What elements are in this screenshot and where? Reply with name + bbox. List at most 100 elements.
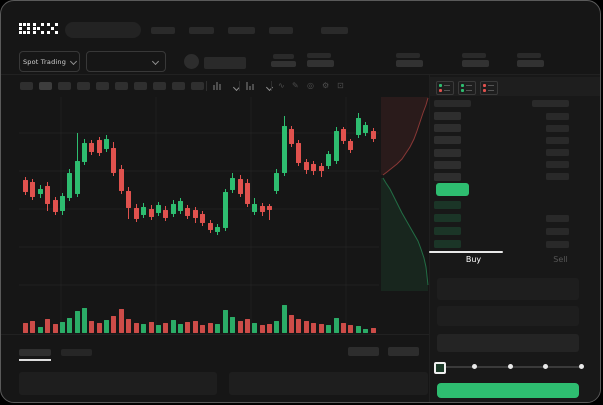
header-divider	[1, 74, 600, 75]
ask-row[interactable]	[434, 160, 569, 169]
market-type-dropdown[interactable]: Spot Trading	[19, 51, 80, 72]
nav-item-placeholder[interactable]	[189, 27, 214, 34]
pair-name-placeholder[interactable]	[204, 57, 246, 69]
nav-item-placeholder[interactable]	[151, 27, 175, 34]
stat-label-placeholder	[307, 53, 331, 58]
ask-amount-placeholder	[546, 173, 569, 181]
logo-letter	[33, 23, 44, 34]
ask-price-placeholder	[434, 160, 461, 169]
slider-mark[interactable]	[507, 364, 513, 369]
ask-amount-placeholder	[546, 149, 569, 157]
asks-list[interactable]	[434, 112, 569, 181]
timeframe-button[interactable]	[77, 82, 90, 90]
search-input[interactable]	[65, 22, 141, 38]
stat-value-placeholder	[517, 60, 544, 67]
ask-price-placeholder	[434, 172, 461, 181]
draw-tool-icon[interactable]: ✎	[292, 81, 299, 90]
stat-label-placeholder	[517, 53, 541, 58]
slider-mark[interactable]	[578, 364, 584, 369]
okx-logo	[19, 23, 58, 34]
tab-open-orders[interactable]	[19, 349, 51, 356]
toolbar-divider	[206, 81, 207, 91]
timeframe-button[interactable]	[20, 82, 33, 90]
ask-price-placeholder	[434, 136, 461, 145]
panel-divider	[429, 75, 430, 402]
ask-price-placeholder	[434, 148, 461, 157]
bid-row[interactable]	[434, 227, 569, 235]
slider-mark[interactable]	[543, 364, 548, 369]
stat-value-placeholder	[307, 60, 334, 67]
ask-amount-placeholder	[546, 136, 569, 144]
timeframe-button[interactable]	[115, 82, 128, 90]
candlestick-chart[interactable]	[1, 96, 381, 338]
timeframe-button[interactable]	[191, 82, 204, 90]
stat-label-placeholder	[462, 53, 486, 58]
price-input[interactable]	[437, 278, 579, 300]
tab-sell[interactable]: Sell	[553, 255, 568, 264]
nav-item-placeholder[interactable]	[269, 27, 293, 34]
bid-row[interactable]	[434, 240, 569, 248]
line-tool-icon[interactable]: ∿	[278, 81, 285, 90]
indicators-icon[interactable]	[246, 82, 254, 90]
ask-price-placeholder	[434, 124, 461, 133]
tab-buy[interactable]: Buy	[465, 255, 482, 264]
buy-submit-button[interactable]	[437, 383, 579, 398]
bid-price-placeholder	[434, 227, 461, 235]
ob-col-header-price	[434, 100, 471, 107]
nav-item-placeholder[interactable]	[228, 27, 255, 34]
ask-row[interactable]	[434, 148, 569, 157]
bid-amount-placeholder	[546, 214, 569, 222]
bid-price-placeholder	[434, 214, 461, 222]
orders-table-right	[229, 372, 428, 395]
orders-filter-button[interactable]	[348, 347, 379, 356]
ask-price-placeholder	[434, 112, 461, 120]
slider-mark[interactable]	[472, 364, 477, 369]
last-price-badge[interactable]	[436, 183, 469, 196]
logo-letter	[47, 23, 58, 34]
market-type-label: Spot Trading	[22, 57, 67, 66]
orders-table-left	[19, 372, 217, 395]
chevron-down-icon	[70, 57, 78, 65]
timeframe-button[interactable]	[134, 82, 147, 90]
ask-row[interactable]	[434, 136, 569, 145]
book-asks-icon[interactable]	[480, 81, 498, 95]
slider-handle[interactable]	[434, 362, 446, 374]
stat-value-placeholder	[462, 60, 489, 67]
book-combined-icon[interactable]	[436, 81, 454, 95]
bid-row[interactable]	[434, 201, 569, 209]
ask-row[interactable]	[434, 124, 569, 133]
chevron-down-icon	[151, 57, 160, 65]
price-change-value-placeholder	[271, 61, 296, 67]
timeframe-button[interactable]	[96, 82, 109, 90]
camera-icon[interactable]: ◎	[307, 81, 314, 90]
top-nav	[151, 27, 348, 34]
depth-chart[interactable]	[381, 96, 429, 292]
fullscreen-icon[interactable]: ⊡	[337, 81, 344, 90]
timeframe-button[interactable]	[172, 82, 185, 90]
chart-bottom-divider	[1, 334, 429, 335]
book-bids-icon[interactable]	[458, 81, 476, 95]
orders-cancel-all-button[interactable]	[388, 347, 419, 356]
ask-row[interactable]	[434, 112, 569, 120]
candle-style-icon[interactable]	[213, 82, 221, 90]
total-display	[437, 334, 579, 352]
nav-item-placeholder[interactable]	[321, 27, 348, 34]
bid-price-placeholder	[434, 240, 461, 248]
timeframe-button[interactable]	[39, 82, 52, 90]
tab-order-history[interactable]	[61, 349, 92, 356]
timeframe-bar	[20, 82, 204, 90]
timeframe-button[interactable]	[153, 82, 166, 90]
price-change-label-placeholder	[273, 54, 294, 59]
toolbar-divider	[271, 81, 272, 91]
bid-row[interactable]	[434, 214, 569, 222]
toolbar-divider	[239, 81, 240, 91]
buy-sell-tabs: Buy Sell	[430, 255, 600, 271]
timeframe-button[interactable]	[58, 82, 71, 90]
pair-selector-dropdown[interactable]	[86, 51, 166, 72]
gear-icon[interactable]: ⚙	[322, 81, 330, 90]
bid-price-placeholder	[434, 201, 461, 209]
amount-input[interactable]	[437, 306, 579, 326]
ask-row[interactable]	[434, 172, 569, 181]
bids-list[interactable]	[434, 201, 569, 248]
